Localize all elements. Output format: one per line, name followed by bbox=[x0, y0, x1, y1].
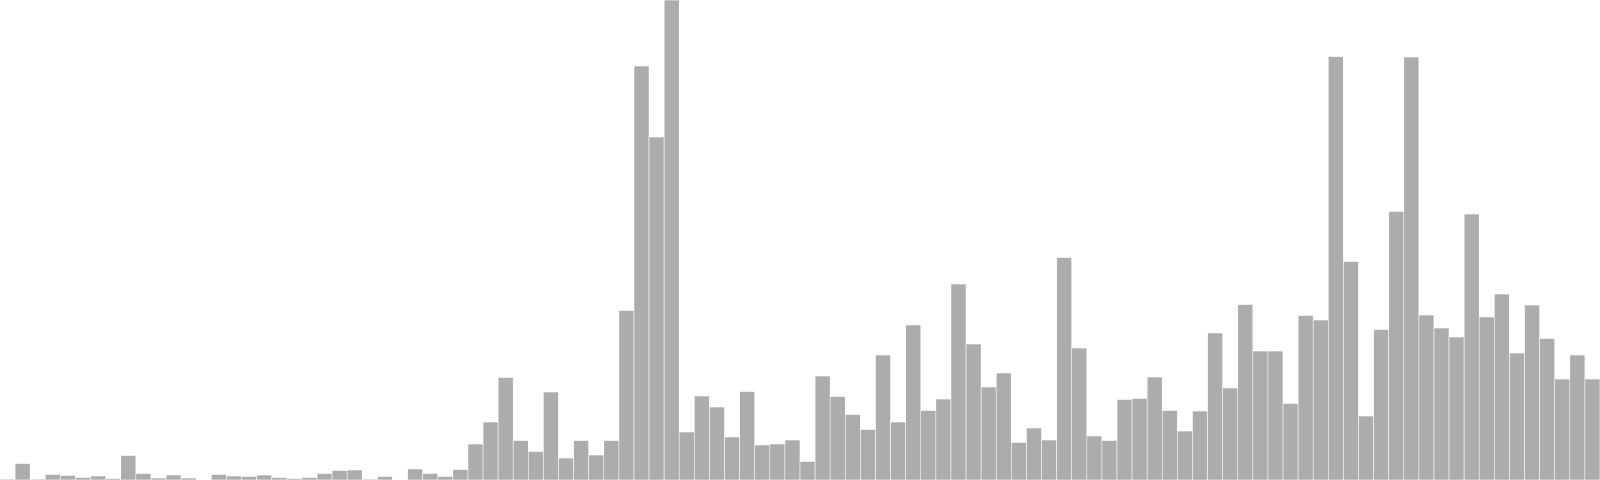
bar-31 bbox=[467, 443, 484, 480]
bar-50 bbox=[754, 444, 771, 480]
bar-72 bbox=[1086, 435, 1103, 480]
bar-61 bbox=[920, 410, 937, 480]
bar-11 bbox=[165, 474, 182, 480]
bar-12 bbox=[180, 477, 197, 480]
bar-100 bbox=[1509, 352, 1525, 480]
bar-25 bbox=[377, 476, 393, 480]
bar-70 bbox=[1056, 257, 1072, 480]
bar-60 bbox=[905, 324, 922, 480]
bar-42 bbox=[633, 65, 650, 480]
bar-66 bbox=[995, 372, 1012, 480]
bar-90 bbox=[1358, 415, 1374, 480]
bar-82 bbox=[1237, 304, 1254, 480]
bar-32 bbox=[482, 421, 499, 480]
bar-30 bbox=[452, 469, 469, 480]
bar-54 bbox=[814, 375, 831, 480]
bar-98 bbox=[1478, 316, 1495, 480]
bar-75 bbox=[1131, 398, 1148, 480]
bar-9 bbox=[135, 473, 152, 480]
bar-86 bbox=[1297, 315, 1314, 480]
bar-76 bbox=[1146, 376, 1163, 480]
bar-97 bbox=[1463, 213, 1480, 480]
bar-6 bbox=[90, 475, 106, 480]
bar-62 bbox=[935, 398, 952, 480]
bar-17 bbox=[256, 474, 272, 480]
bar-34 bbox=[512, 440, 529, 480]
bar-56 bbox=[844, 414, 861, 480]
bar-99 bbox=[1494, 293, 1510, 480]
bar-71 bbox=[1071, 347, 1088, 480]
bar-94 bbox=[1418, 314, 1435, 480]
bar-105 bbox=[1584, 378, 1600, 480]
bar-36 bbox=[543, 391, 559, 480]
bar-4 bbox=[60, 475, 76, 480]
bar-63 bbox=[950, 283, 967, 480]
bar-27 bbox=[407, 468, 423, 480]
bar-89 bbox=[1343, 261, 1359, 480]
bar-69 bbox=[1041, 439, 1057, 480]
bar-88 bbox=[1328, 56, 1344, 480]
bar-65 bbox=[980, 386, 997, 480]
bar-73 bbox=[1101, 440, 1118, 480]
bar-87 bbox=[1312, 319, 1329, 480]
bar-77 bbox=[1161, 410, 1178, 480]
bar-78 bbox=[1177, 430, 1193, 480]
bar-93 bbox=[1403, 56, 1420, 480]
bar-96 bbox=[1448, 336, 1465, 480]
bar-68 bbox=[1026, 427, 1042, 480]
bar-37 bbox=[558, 457, 574, 480]
bar-16 bbox=[241, 476, 257, 480]
bar-14 bbox=[211, 474, 227, 480]
bar-58 bbox=[875, 354, 891, 480]
bar-81 bbox=[1222, 387, 1239, 480]
bar-64 bbox=[965, 343, 982, 480]
bar-104 bbox=[1569, 354, 1586, 480]
bar-53 bbox=[799, 461, 816, 480]
bar-48 bbox=[724, 436, 740, 480]
bar-21 bbox=[316, 473, 333, 480]
bar-28 bbox=[422, 473, 439, 480]
bar-22 bbox=[331, 470, 348, 480]
bar-15 bbox=[226, 475, 242, 480]
bar-67 bbox=[1011, 442, 1027, 480]
bar-44 bbox=[663, 0, 680, 480]
bar-49 bbox=[739, 391, 756, 480]
bar-92 bbox=[1388, 211, 1405, 480]
bar-1 bbox=[14, 463, 31, 480]
bar-51 bbox=[769, 443, 786, 480]
bar-40 bbox=[603, 440, 620, 480]
bar-80 bbox=[1207, 332, 1223, 480]
bar-57 bbox=[860, 429, 876, 480]
bar-41 bbox=[618, 310, 635, 480]
bar-52 bbox=[784, 439, 801, 480]
bar-79 bbox=[1192, 410, 1208, 480]
bar-39 bbox=[588, 454, 605, 480]
bar-23 bbox=[346, 469, 363, 480]
bar-84 bbox=[1267, 350, 1284, 480]
bar-59 bbox=[890, 421, 906, 480]
bar-45 bbox=[678, 431, 695, 480]
bar-46 bbox=[694, 395, 710, 480]
bar-47 bbox=[709, 406, 725, 480]
bar-83 bbox=[1252, 350, 1269, 480]
bar-85 bbox=[1282, 403, 1299, 480]
bar-3 bbox=[44, 474, 61, 480]
bar-55 bbox=[829, 396, 846, 480]
bar-102 bbox=[1539, 338, 1556, 480]
bar-101 bbox=[1524, 304, 1540, 480]
bar-29 bbox=[437, 476, 454, 480]
bar-91 bbox=[1373, 329, 1389, 480]
bar-38 bbox=[573, 440, 589, 480]
bar-35 bbox=[528, 451, 544, 480]
bar-95 bbox=[1433, 327, 1450, 480]
bar-103 bbox=[1554, 378, 1571, 480]
bar-33 bbox=[497, 377, 514, 480]
bar-8 bbox=[120, 455, 137, 480]
bar-43 bbox=[648, 136, 665, 480]
bar-74 bbox=[1116, 399, 1133, 480]
